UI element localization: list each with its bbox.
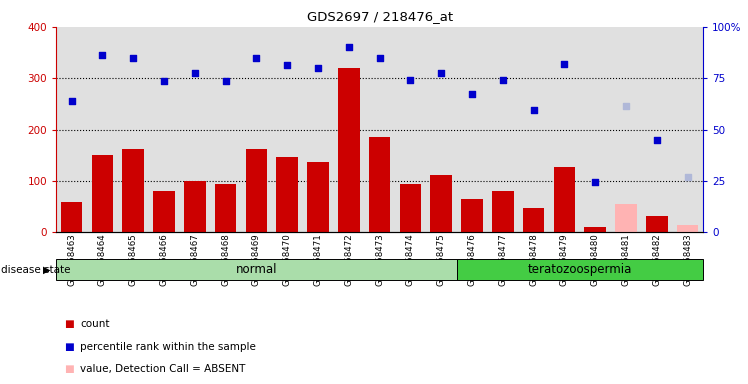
Bar [215,184,236,232]
Text: GDS2697 / 218476_at: GDS2697 / 218476_at [307,10,453,23]
Bar [430,175,452,232]
Point [127,55,139,61]
Bar [61,202,82,232]
Point [220,78,232,84]
Bar [277,157,298,232]
Point [343,44,355,50]
Point [527,107,539,113]
Point [559,61,571,67]
Point [589,179,601,185]
Point [251,55,263,61]
Bar [523,208,545,232]
Text: percentile rank within the sample: percentile rank within the sample [80,342,256,352]
Bar [616,204,637,232]
Text: value, Detection Call = ABSENT: value, Detection Call = ABSENT [80,364,245,374]
Text: ■: ■ [64,364,73,374]
Text: normal: normal [236,263,277,276]
Bar [245,149,267,232]
Text: teratozoospermia: teratozoospermia [527,263,632,276]
Bar [338,68,360,232]
Point [96,52,108,58]
Point [681,174,693,180]
Point [620,103,632,109]
Bar [456,259,703,280]
Point [188,70,200,76]
Point [405,77,417,83]
Bar [399,184,421,232]
Text: ▶: ▶ [43,265,51,275]
Bar [584,227,606,232]
Text: count: count [80,319,109,329]
Bar [56,259,456,280]
Point [66,98,78,104]
Bar [153,191,175,232]
Bar [123,149,144,232]
Text: ■: ■ [64,319,73,329]
Bar [91,155,113,232]
Point [312,65,324,71]
Point [281,62,293,68]
Bar [554,167,575,232]
Bar [646,216,668,232]
Text: disease state: disease state [1,265,70,275]
Point [497,77,509,83]
Bar [677,225,699,232]
Point [651,137,663,143]
Point [158,78,170,84]
Bar [369,137,390,232]
Bar [184,181,206,232]
Bar [307,162,329,232]
Bar [462,199,482,232]
Point [466,91,478,97]
Bar [492,191,514,232]
Point [435,70,447,76]
Text: ■: ■ [64,342,73,352]
Point [373,55,385,61]
